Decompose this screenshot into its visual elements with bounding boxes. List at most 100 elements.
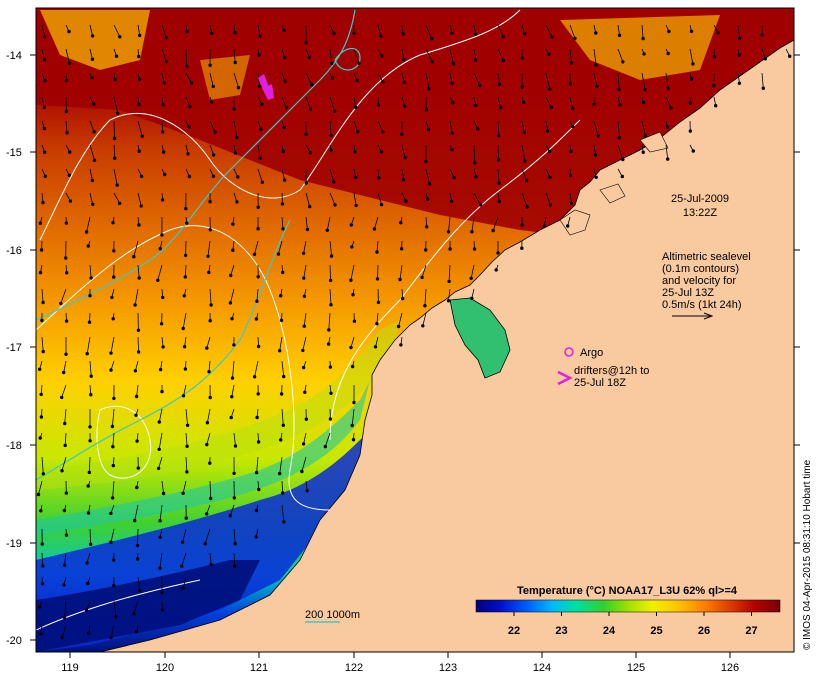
velocity-arrowhead xyxy=(63,256,68,260)
velocity-arrowhead xyxy=(183,253,188,258)
velocity-arrowhead xyxy=(232,496,236,500)
velocity-arrowhead xyxy=(137,223,141,227)
velocity-arrow xyxy=(182,528,187,543)
velocity-arrowhead xyxy=(186,152,190,156)
velocity-arrowhead xyxy=(60,469,64,473)
velocity-arrowhead xyxy=(228,301,233,305)
velocity-arrow xyxy=(303,240,307,254)
velocity-arrowhead xyxy=(164,59,168,64)
velocity-arrowhead xyxy=(302,294,307,298)
velocity-arrowhead xyxy=(688,129,692,133)
velocity-arrowhead xyxy=(328,417,333,421)
velocity-arrowhead xyxy=(401,177,406,182)
velocity-arrowhead xyxy=(254,470,259,475)
velocity-arrow xyxy=(521,144,526,162)
velocity-arrowhead xyxy=(204,512,209,516)
velocity-arrow xyxy=(617,144,624,160)
velocity-arrowhead xyxy=(379,202,384,207)
time-label: 13:22Z xyxy=(683,207,718,219)
velocity-arrowhead xyxy=(450,199,454,203)
velocity-arrow xyxy=(64,408,67,424)
velocity-arrow xyxy=(113,144,116,159)
velocity-arrow xyxy=(256,456,259,473)
velocity-arrow xyxy=(113,192,121,204)
velocity-arrow xyxy=(521,120,525,133)
velocity-arrowhead xyxy=(424,159,428,164)
velocity-arrow xyxy=(665,96,672,109)
lat-tick: -18 xyxy=(6,440,22,452)
velocity-arrowhead xyxy=(109,635,113,640)
velocity-arrowhead xyxy=(181,394,186,398)
velocity-arrowhead xyxy=(424,248,428,252)
velocity-arrowhead xyxy=(353,150,357,154)
velocity-arrow xyxy=(303,264,307,279)
velocity-arrow xyxy=(545,96,552,108)
velocity-arrowhead xyxy=(350,245,354,249)
velocity-arrowhead xyxy=(183,275,187,279)
velocity-arrowhead xyxy=(281,491,285,495)
velocity-arrowhead xyxy=(689,29,694,34)
velocity-arrowhead xyxy=(206,254,210,258)
velocity-arrowhead xyxy=(86,581,90,586)
velocity-arrow xyxy=(545,120,548,132)
velocity-arrowhead xyxy=(276,252,281,256)
velocity-arrow xyxy=(401,48,405,60)
velocity-arrowhead xyxy=(208,319,212,323)
velocity-arrow xyxy=(569,24,576,39)
velocity-arrow xyxy=(492,216,499,231)
velocity-arrow xyxy=(208,360,211,372)
velocity-arrow xyxy=(89,120,95,132)
velocity-arrow xyxy=(61,624,67,638)
velocity-arrowhead xyxy=(157,447,161,451)
velocity-arrow xyxy=(593,72,598,87)
velocity-arrowhead xyxy=(209,31,214,35)
velocity-arrow xyxy=(473,192,481,205)
velocity-arrow xyxy=(351,408,355,426)
velocity-arrow xyxy=(497,72,500,85)
velocity-arrowhead xyxy=(594,63,598,67)
velocity-arrowhead xyxy=(641,100,646,105)
velocity-arrowhead xyxy=(184,221,189,225)
velocity-arrow xyxy=(137,192,142,206)
velocity-arrowhead xyxy=(40,318,44,323)
velocity-arrowhead xyxy=(566,224,570,228)
velocity-arrow xyxy=(641,24,644,39)
velocity-arrow xyxy=(133,240,139,257)
velocity-arrow xyxy=(641,120,646,136)
velocity-arrow xyxy=(110,624,115,638)
note-line: 0.5m/s (1kt 24h) xyxy=(662,299,741,311)
velocity-arrowhead xyxy=(132,612,136,616)
velocity-arrowhead xyxy=(110,496,115,500)
velocity-arrowhead xyxy=(401,32,405,36)
velocity-arrowhead xyxy=(617,136,622,140)
velocity-arrowhead xyxy=(596,134,600,138)
velocity-arrowhead xyxy=(60,395,64,400)
velocity-arrowhead xyxy=(118,35,122,39)
velocity-arrowhead xyxy=(235,200,239,204)
velocity-arrowhead xyxy=(381,80,385,84)
velocity-arrowhead xyxy=(380,54,384,58)
velocity-arrowhead xyxy=(423,304,427,308)
velocity-arrowhead xyxy=(282,125,286,130)
velocity-arrow xyxy=(110,528,115,543)
velocity-arrowhead xyxy=(211,153,216,157)
velocity-arrow xyxy=(61,456,67,471)
velocity-arrowhead xyxy=(283,56,287,60)
velocity-arrowhead xyxy=(329,133,333,138)
velocity-arrowhead xyxy=(494,268,498,272)
velocity-arrowhead xyxy=(283,79,287,84)
velocity-arrowhead xyxy=(398,277,402,282)
velocity-arrow xyxy=(448,216,451,232)
velocity-arrowhead xyxy=(349,345,353,350)
velocity-arrowhead xyxy=(64,78,69,83)
velocity-arrowhead xyxy=(308,107,313,111)
velocity-arrowhead xyxy=(156,466,161,471)
velocity-arrowhead xyxy=(182,345,187,349)
lat-tick: -14 xyxy=(6,50,22,62)
velocity-arrowhead xyxy=(137,276,141,280)
velocity-arrowhead xyxy=(256,440,261,444)
velocity-arrowhead xyxy=(620,174,624,179)
velocity-arrow xyxy=(159,504,163,521)
velocity-arrowhead xyxy=(89,374,93,378)
colorbar-tick-label: 24 xyxy=(603,625,616,637)
